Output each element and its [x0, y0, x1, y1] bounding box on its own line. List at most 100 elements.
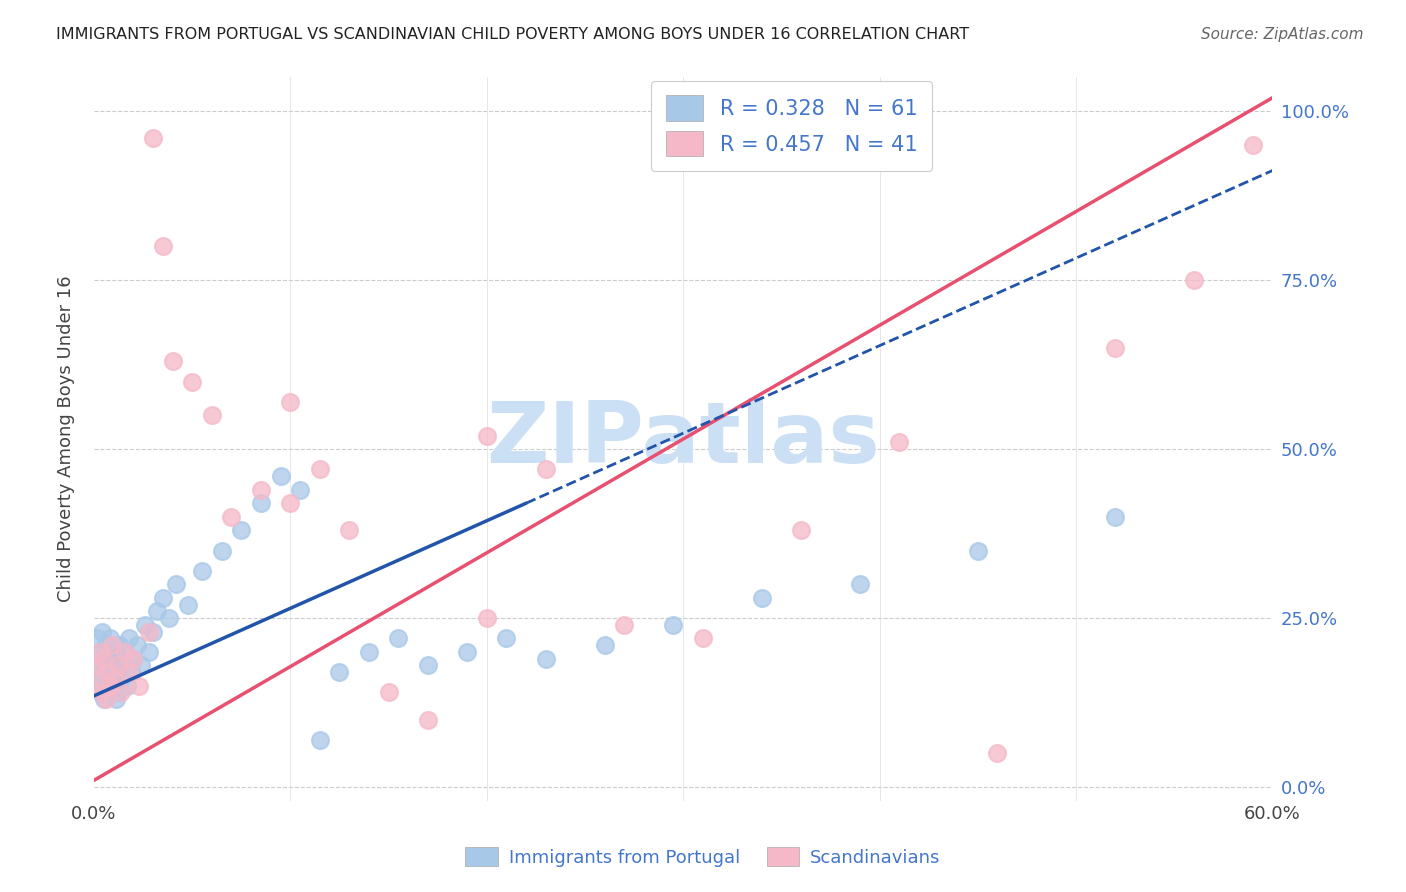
Point [162, 354, 184, 368]
Point [250, 496, 273, 510]
Point [495, 632, 517, 646]
Point [475, 428, 498, 442]
Point [177, 598, 200, 612]
Point [152, 239, 174, 253]
Point [87, 632, 110, 646]
Point [100, 658, 122, 673]
Text: IMMIGRANTS FROM PORTUGAL VS SCANDINAVIAN CHILD POVERTY AMONG BOYS UNDER 16 CORRE: IMMIGRANTS FROM PORTUGAL VS SCANDINAVIAN… [56, 27, 969, 42]
Point [84, 658, 107, 673]
Point [165, 577, 187, 591]
Point [100, 672, 122, 686]
Point [90, 624, 112, 639]
Point [191, 564, 214, 578]
Point [103, 645, 125, 659]
Point [128, 679, 150, 693]
Point [127, 638, 149, 652]
Point [387, 632, 409, 646]
Point [377, 685, 399, 699]
Point [97, 665, 120, 680]
Point [157, 611, 180, 625]
Point [211, 543, 233, 558]
Point [416, 658, 439, 673]
Point [103, 672, 125, 686]
Point [692, 632, 714, 646]
Point [662, 618, 685, 632]
Point [146, 604, 169, 618]
Point [986, 747, 1008, 761]
Point [1182, 273, 1205, 287]
Point [112, 658, 135, 673]
Point [122, 651, 145, 665]
Point [966, 543, 988, 558]
Point [250, 483, 273, 497]
Point [89, 685, 111, 699]
Point [89, 645, 111, 659]
Point [90, 672, 112, 686]
Point [308, 462, 330, 476]
Legend: Immigrants from Portugal, Scandinavians: Immigrants from Portugal, Scandinavians [458, 840, 948, 874]
Point [221, 509, 243, 524]
Point [120, 665, 142, 680]
Point [93, 658, 115, 673]
Point [84, 651, 107, 665]
Point [87, 672, 110, 686]
Point [475, 611, 498, 625]
Point [97, 651, 120, 665]
Point [118, 665, 141, 680]
Point [117, 679, 139, 693]
Point [118, 632, 141, 646]
Point [110, 685, 132, 699]
Point [98, 632, 121, 646]
Point [534, 651, 557, 665]
Point [94, 679, 117, 693]
Point [104, 665, 127, 680]
Point [94, 638, 117, 652]
Point [107, 651, 129, 665]
Point [114, 645, 136, 659]
Point [142, 131, 165, 145]
Point [107, 658, 129, 673]
Point [100, 638, 122, 652]
Point [308, 732, 330, 747]
Point [593, 638, 616, 652]
Point [129, 658, 152, 673]
Point [87, 665, 110, 680]
Point [107, 685, 129, 699]
Text: Source: ZipAtlas.com: Source: ZipAtlas.com [1201, 27, 1364, 42]
Point [357, 645, 380, 659]
Point [288, 483, 311, 497]
Text: ZIPatlas: ZIPatlas [486, 398, 880, 481]
Point [97, 665, 120, 680]
Point [280, 496, 302, 510]
Point [152, 591, 174, 605]
Point [280, 395, 302, 409]
Point [93, 651, 115, 665]
Point [114, 645, 136, 659]
Point [93, 692, 115, 706]
Point [104, 692, 127, 706]
Point [1104, 341, 1126, 355]
Point [110, 672, 132, 686]
Point [90, 685, 112, 699]
Point [270, 469, 292, 483]
Point [201, 409, 224, 423]
Y-axis label: Child Poverty Among Boys Under 16: Child Poverty Among Boys Under 16 [58, 276, 75, 602]
Point [138, 645, 160, 659]
Point [613, 618, 636, 632]
Point [790, 523, 813, 537]
Point [108, 638, 131, 652]
Point [98, 679, 121, 693]
Point [534, 462, 557, 476]
Point [231, 523, 253, 537]
Point [138, 624, 160, 639]
Point [751, 591, 773, 605]
Point [416, 713, 439, 727]
Point [456, 645, 478, 659]
Legend: R = 0.328   N = 61, R = 0.457   N = 41: R = 0.328 N = 61, R = 0.457 N = 41 [651, 80, 932, 171]
Point [181, 375, 204, 389]
Point [98, 685, 121, 699]
Point [142, 624, 165, 639]
Point [94, 692, 117, 706]
Point [889, 435, 911, 450]
Point [337, 523, 360, 537]
